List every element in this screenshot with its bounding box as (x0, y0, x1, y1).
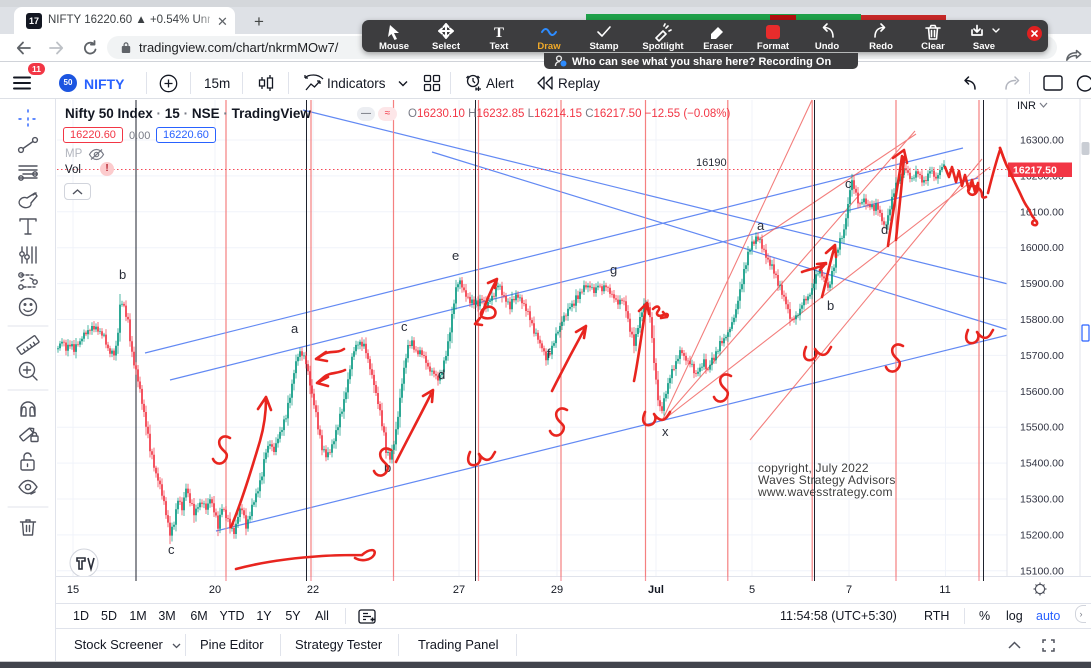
svg-text:copyright, July 2022: copyright, July 2022 (758, 461, 869, 475)
svg-text:22: 22 (307, 584, 319, 596)
svg-text:15100.00: 15100.00 (1020, 565, 1064, 576)
svg-text:15: 15 (67, 584, 79, 596)
svg-text:g: g (610, 262, 617, 277)
svg-text:b: b (827, 298, 834, 313)
svg-text:16217.50: 16217.50 (1013, 165, 1057, 177)
svg-text:7: 7 (846, 584, 852, 596)
svg-text:15400.00: 15400.00 (1020, 458, 1064, 470)
svg-text:a: a (757, 218, 765, 233)
svg-text:20: 20 (209, 584, 221, 596)
svg-text:16000.00: 16000.00 (1020, 242, 1064, 254)
svg-text:d: d (881, 222, 888, 237)
svg-text:c: c (845, 176, 852, 191)
svg-text:c: c (401, 319, 408, 334)
svg-text:Jul: Jul (648, 584, 664, 596)
svg-text:15700.00: 15700.00 (1020, 350, 1064, 362)
svg-text:15800.00: 15800.00 (1020, 314, 1064, 326)
svg-text:16190: 16190 (696, 157, 727, 169)
svg-text:15300.00: 15300.00 (1020, 494, 1064, 506)
svg-text:15200.00: 15200.00 (1020, 529, 1064, 541)
svg-text:15600.00: 15600.00 (1020, 386, 1064, 398)
svg-text:15500.00: 15500.00 (1020, 422, 1064, 434)
svg-text:T: T (494, 25, 504, 41)
svg-text:b: b (119, 267, 126, 282)
svg-text:INR: INR (1017, 100, 1036, 112)
svg-text:5: 5 (749, 584, 755, 596)
svg-text:c: c (168, 542, 175, 557)
svg-text:www.wavesstrategy.com: www.wavesstrategy.com (757, 485, 893, 499)
svg-text:e: e (452, 248, 459, 263)
svg-text:x: x (662, 424, 669, 439)
svg-text:d: d (438, 367, 445, 382)
svg-text:Waves Strategy Advisors: Waves Strategy Advisors (758, 473, 896, 487)
svg-text:15900.00: 15900.00 (1020, 278, 1064, 290)
svg-text:11: 11 (939, 584, 950, 596)
svg-text:16300.00: 16300.00 (1020, 135, 1064, 147)
svg-text:27: 27 (453, 584, 465, 596)
svg-text:f: f (547, 346, 551, 361)
svg-text:29: 29 (551, 584, 563, 596)
svg-text:a: a (291, 321, 299, 336)
